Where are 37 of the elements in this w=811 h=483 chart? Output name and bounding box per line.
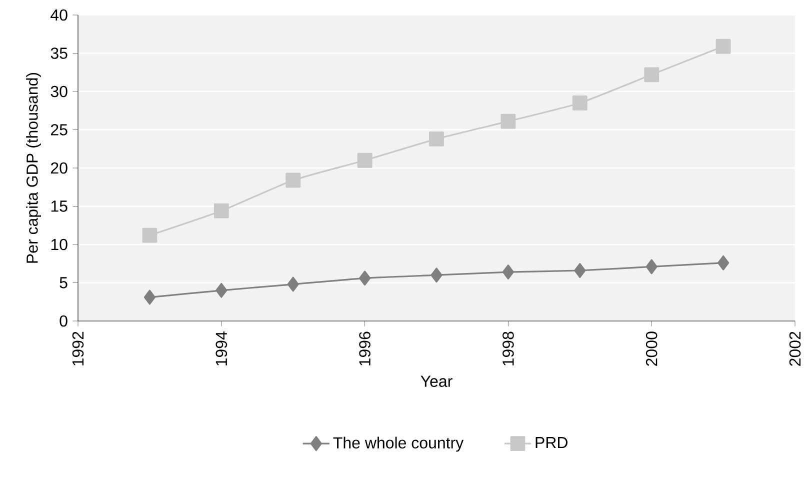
point <box>718 255 730 270</box>
x-tick-label: 2002 <box>789 332 801 366</box>
point <box>216 282 228 298</box>
x-tick-label: 1998 <box>502 332 514 366</box>
x-axis-title: Year <box>420 376 452 387</box>
point <box>144 290 156 305</box>
point <box>214 203 229 218</box>
y-tick-label: 15 <box>51 200 68 212</box>
x-tick-label: 1996 <box>359 332 370 366</box>
x-tick-label: 1992 <box>72 332 84 366</box>
point <box>357 152 372 168</box>
point <box>359 270 371 286</box>
y-tick-label: 40 <box>50 9 68 21</box>
point <box>572 96 588 110</box>
y-tick-label: 30 <box>50 86 68 98</box>
y-tick-label: 25 <box>50 124 68 136</box>
point <box>646 259 658 274</box>
legend-label: The whole country <box>333 436 464 452</box>
y-tick-label: 10 <box>51 238 68 250</box>
point <box>644 67 660 82</box>
x-tick-label: 2000 <box>646 332 658 366</box>
point <box>574 263 586 278</box>
point <box>287 276 299 292</box>
point <box>142 228 158 243</box>
y-tick-label: 5 <box>60 277 68 288</box>
y-tick-label: 20 <box>50 162 68 174</box>
point <box>502 264 514 280</box>
y-axis-title: Per capita GDP (thousand) <box>26 72 42 263</box>
point <box>430 268 442 283</box>
point <box>716 38 731 54</box>
y-tick-label: 0 <box>60 315 68 327</box>
point <box>500 114 516 129</box>
legend-label: PRD <box>536 437 568 448</box>
x-tick-label: 1994 <box>216 332 228 366</box>
point <box>429 131 444 146</box>
y-tick-label: 35 <box>50 48 68 59</box>
point <box>286 172 301 188</box>
